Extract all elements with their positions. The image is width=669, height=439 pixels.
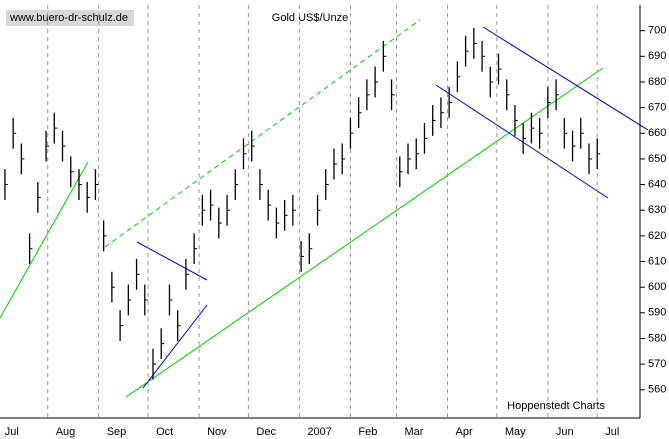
x-tick-label: Jun: [556, 426, 574, 438]
chart-title: Gold US$/Unze: [272, 12, 348, 24]
y-tick-label: 570: [648, 358, 666, 370]
source: www.buero-dr-schulz.de: [9, 12, 128, 24]
trend-line: [0, 161, 89, 319]
trend-line: [104, 19, 421, 248]
x-tick-label: Dec: [256, 426, 276, 438]
trend-line: [435, 84, 609, 199]
trend-line: [125, 67, 604, 398]
x-tick-label: Nov: [207, 426, 227, 438]
y-tick-label: 590: [648, 307, 666, 319]
y-tick-label: 650: [648, 153, 666, 165]
y-tick-label: 670: [648, 102, 666, 114]
x-tick-label: Feb: [358, 426, 377, 438]
y-tick-label: 580: [648, 332, 666, 344]
x-tick-label: 2007: [307, 426, 331, 438]
source-box: [6, 10, 134, 26]
x-tick-label: Jul: [5, 426, 19, 438]
y-tick-label: 630: [648, 204, 666, 216]
x-tick-label: Oct: [156, 426, 173, 438]
trend-line: [136, 241, 208, 281]
x-tick-label: May: [505, 426, 526, 438]
x-tick-label: Mar: [405, 426, 424, 438]
x-tick-label: Jul: [605, 426, 619, 438]
y-tick-label: 700: [648, 25, 666, 37]
trend-line: [142, 304, 208, 389]
y-tick-label: 620: [648, 230, 666, 242]
x-tick-label: Sep: [107, 426, 127, 438]
x-tick-label: Apr: [456, 426, 473, 438]
y-tick-label: 640: [648, 178, 666, 190]
y-tick-label: 600: [648, 281, 666, 293]
credit: Hoppenstedt Charts: [507, 400, 605, 412]
x-tick-label: Aug: [56, 426, 76, 438]
y-tick-label: 660: [648, 127, 666, 139]
y-tick-label: 680: [648, 76, 666, 88]
trend-line: [482, 26, 649, 131]
y-tick-label: 690: [648, 50, 666, 62]
y-tick-label: 610: [648, 255, 666, 267]
y-tick-label: 560: [648, 384, 666, 396]
trend-lines: [0, 19, 649, 398]
